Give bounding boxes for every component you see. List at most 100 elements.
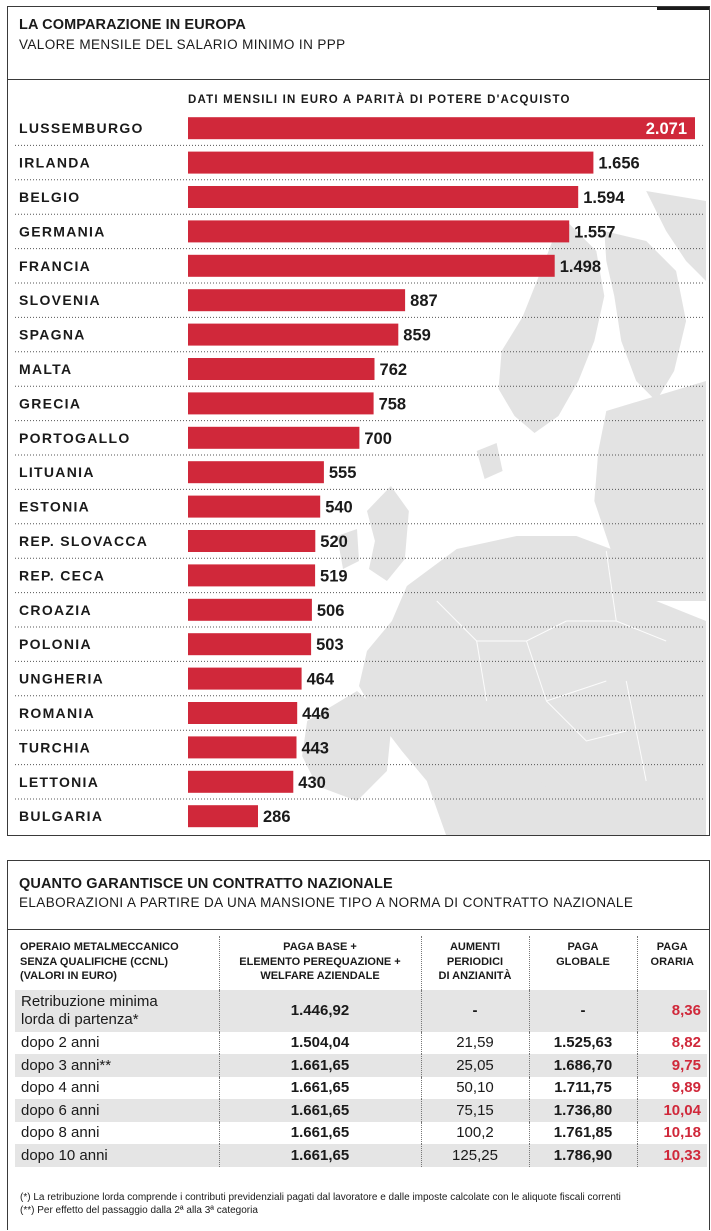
header-line: PERIODICI [446, 955, 504, 968]
seniority-cell: 50,10 [420, 1076, 529, 1099]
footnote: (**) Per effetto del passaggio dalla 2ª … [20, 1205, 258, 1216]
bar [188, 736, 297, 759]
base-pay-cell: 1.661,65 [218, 1099, 421, 1122]
bar [188, 702, 298, 724]
bar [188, 667, 302, 690]
table-row: dopo 10 anni 1.661,65 125,25 1.786,90 10… [15, 1144, 707, 1167]
header-line: ORARIA [650, 955, 694, 968]
bar [188, 186, 579, 208]
bar [188, 323, 399, 346]
seniority-cell: 100,2 [420, 1121, 529, 1144]
bar [188, 358, 375, 380]
value-label: 887 [410, 292, 438, 310]
chart-subtitle: VALORE MENSILE DEL SALARIO MINIMO IN PPP [19, 37, 346, 52]
base-pay-cell: 1.661,65 [218, 1076, 421, 1099]
bar [188, 805, 258, 828]
table-row: dopo 3 anni** 1.661,65 25,05 1.686,70 9,… [15, 1054, 707, 1077]
category-label: TURCHIA [19, 739, 91, 755]
europe-map-background [302, 191, 707, 835]
value-label: 503 [316, 636, 344, 654]
value-label: 859 [403, 327, 431, 345]
value-label: 1.557 [574, 223, 615, 241]
contract-table-panel: QUANTO GARANTISCE UN CONTRATTO NAZIONALE… [7, 860, 710, 1230]
table-row: dopo 6 anni 1.661,65 75,15 1.736,80 10,0… [15, 1099, 707, 1122]
row-label: Retribuzione minima lorda di partenza* [15, 989, 219, 1032]
bar [188, 633, 312, 656]
bar [188, 117, 695, 140]
total-pay-cell: 1.736,80 [528, 1099, 637, 1122]
bar [188, 254, 555, 277]
seniority-cell: 75,15 [420, 1099, 529, 1122]
category-label: REP. CECA [19, 567, 105, 583]
chart-header: LA COMPARAZIONE IN EUROPA VALORE MENSILE… [8, 7, 709, 80]
bar [188, 770, 294, 793]
row-label-line: Retribuzione minima [21, 992, 158, 1010]
category-label: ESTONIA [19, 499, 90, 515]
value-label: 446 [302, 705, 330, 723]
bar-chart: LUSSEMBURGO 2.071 IRLANDA 1.656 BELGIO 1.594 G… [15, 117, 704, 828]
hourly-pay-cell: 10,04 [636, 1099, 707, 1122]
seniority-cell: 25,05 [420, 1054, 529, 1077]
bar [188, 220, 570, 243]
value-label: 286 [263, 808, 291, 826]
value-label: 519 [320, 567, 348, 585]
category-label: IRLANDA [19, 155, 91, 171]
column-header-base-pay: PAGA BASE + ELEMENTO PEREQUAZIONE + WELF… [218, 936, 421, 990]
row-label: dopo 8 anni [21, 1124, 100, 1142]
bar [188, 426, 360, 449]
value-label: 555 [329, 464, 357, 482]
row-label: dopo 2 anni [21, 1034, 100, 1052]
base-pay-cell: 1.661,65 [218, 1054, 421, 1077]
header-line: GLOBALE [556, 955, 610, 968]
row-label: dopo 4 anni [21, 1079, 100, 1097]
value-label: 700 [364, 430, 392, 448]
hourly-pay-cell: 8,36 [636, 989, 707, 1032]
table-header-row: OPERAIO METALMECCANICO SENZA QUALIFICHE … [15, 936, 707, 990]
header-line: PAGA [656, 941, 688, 953]
header-line: PAGA [567, 941, 599, 953]
hourly-pay-cell: 10,33 [636, 1144, 707, 1167]
category-label: MALTA [19, 361, 72, 377]
total-pay-cell: 1.786,90 [528, 1144, 637, 1167]
table-title: QUANTO GARANTISCE UN CONTRATTO NAZIONALE [19, 876, 393, 892]
seniority-cell: 125,25 [420, 1144, 529, 1167]
column-header-hourly-pay: PAGA ORARIA [636, 936, 707, 990]
value-label: 1.594 [583, 189, 625, 207]
category-label: ROMANIA [19, 705, 95, 721]
column-header-total-pay: PAGA GLOBALE [528, 936, 637, 990]
category-label: GRECIA [19, 395, 81, 411]
value-label: 758 [379, 395, 407, 413]
hourly-pay-cell: 10,18 [636, 1121, 707, 1144]
value-label: 506 [317, 602, 345, 620]
header-line: PAGA BASE + [283, 941, 357, 953]
header-line: WELFARE AZIENDALE [260, 970, 380, 982]
total-pay-cell: 1.686,70 [528, 1054, 637, 1077]
hourly-pay-cell: 8,82 [636, 1031, 707, 1054]
category-label: CROAZIA [19, 602, 92, 618]
value-label: 464 [307, 671, 335, 689]
total-pay-cell: 1.525,63 [528, 1031, 637, 1054]
value-label: 520 [320, 533, 348, 551]
header-line: AUMENTI [449, 941, 501, 953]
footnote: (*) La retribuzione lorda comprende i co… [20, 1192, 621, 1203]
total-pay-cell: 1.711,75 [528, 1076, 637, 1099]
column-header-role: OPERAIO METALMECCANICO SENZA QUALIFICHE … [15, 936, 219, 990]
category-label: BELGIO [19, 189, 80, 205]
value-label: 1.498 [560, 258, 601, 276]
bar [188, 564, 316, 587]
category-label: SPAGNA [19, 327, 86, 343]
category-label: LUSSEMBURGO [19, 120, 144, 136]
category-label: POLONIA [19, 636, 92, 652]
base-pay-cell: 1.661,65 [218, 1144, 421, 1167]
value-label: 443 [301, 739, 329, 757]
row-label: dopo 6 anni [15, 1099, 219, 1122]
column-header-seniority-raises: AUMENTI PERIODICI DI ANZIANITÀ [420, 936, 529, 990]
category-label: FRANCIA [19, 258, 91, 274]
bar [188, 289, 406, 312]
category-label: LITUANIA [19, 464, 95, 480]
seniority-cell: 21,59 [420, 1031, 529, 1054]
table-row: Retribuzione minima lorda di partenza* 1… [15, 989, 707, 1032]
value-label: 430 [298, 774, 326, 792]
header-line: DI ANZIANITÀ [438, 970, 512, 982]
base-pay-cell: 1.504,04 [218, 1031, 421, 1054]
